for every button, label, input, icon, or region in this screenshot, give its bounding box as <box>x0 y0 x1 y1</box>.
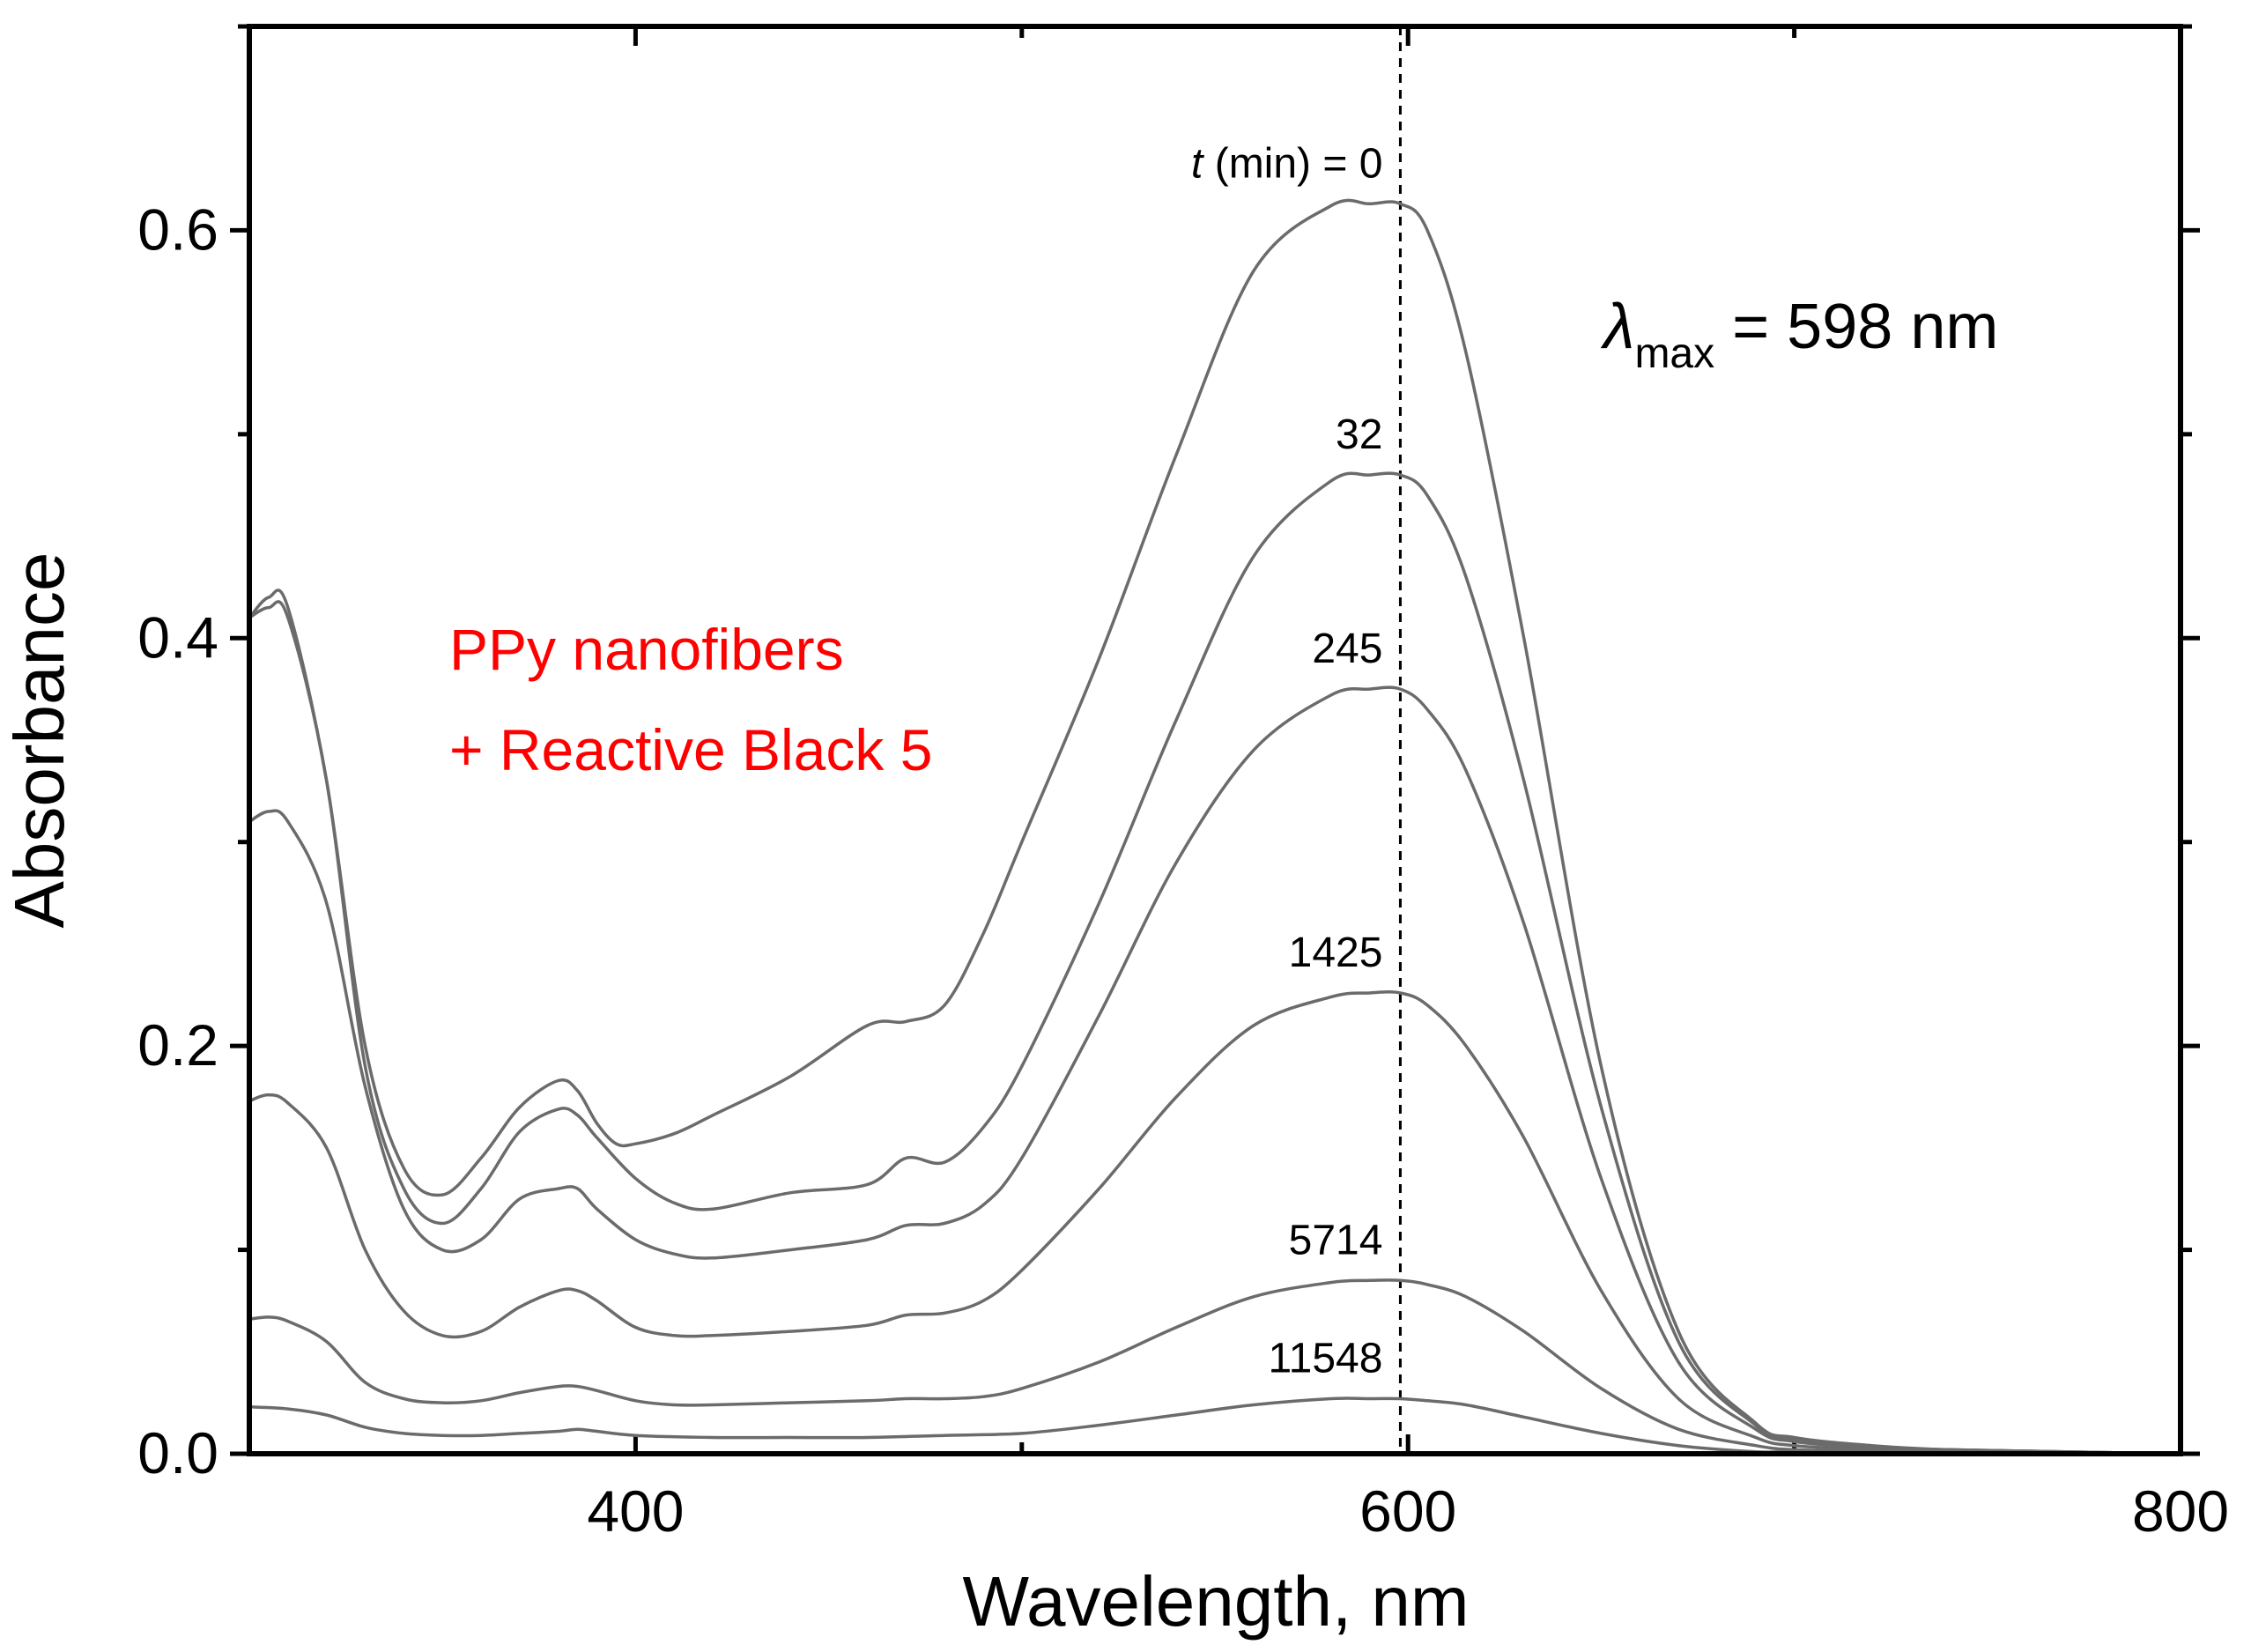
curve-label-t-245: 245 <box>1312 626 1382 672</box>
spectrum-curve-t-32 <box>248 471 2181 1456</box>
y-tick-label: 0.6 <box>137 196 218 262</box>
y-tick-label: 0.2 <box>137 1012 218 1078</box>
curve-label-text: (min) = 0 <box>1203 140 1382 187</box>
legend-line-2: + Reactive Black 5 <box>449 717 932 782</box>
y-tick-label: 0.0 <box>137 1420 218 1485</box>
lambda-subscript: max <box>1634 330 1714 377</box>
spectrum-curve-t-5714 <box>248 1278 2181 1456</box>
y-axis-title: Absorbance <box>0 552 78 929</box>
plot-frame <box>247 24 2183 1456</box>
legend-line-1: PPy nanofibers <box>449 617 844 682</box>
curve-labels: t (min) = 0 32 245 1425 5714 11548 <box>1191 140 1382 1382</box>
y-tick-label: 0.4 <box>137 604 218 670</box>
lambda-value: = 598 nm <box>1714 292 1998 362</box>
tick-labels: 400 600 800 0.0 0.2 0.4 0.6 <box>137 196 2229 1544</box>
legend-annotation: PPy nanofibers + Reactive Black 5 <box>449 617 932 782</box>
curve-label-t-1425: 1425 <box>1289 930 1383 976</box>
lambda-symbol: λ <box>1600 292 1634 362</box>
lambda-max-annotation: λmax = 598 nm <box>1600 292 1998 377</box>
spectrum-curve-t-0 <box>248 198 2181 1456</box>
x-tick-label: 400 <box>587 1478 684 1544</box>
spectrum-curve-t-245 <box>248 685 2181 1456</box>
spectrum-curve-t-1425 <box>248 990 2181 1456</box>
x-tick-label: 800 <box>2132 1478 2229 1544</box>
spectra-curves <box>248 198 2181 1456</box>
curve-label-prefix: t <box>1191 140 1204 187</box>
curve-label-t-0: t (min) = 0 <box>1191 140 1382 187</box>
x-tick-label: 600 <box>1359 1478 1456 1544</box>
curve-label-t-11548: 11548 <box>1269 1336 1383 1382</box>
x-axis-title: Wavelength, nm <box>962 1562 1469 1641</box>
curve-label-t-5714: 5714 <box>1289 1217 1383 1263</box>
curve-label-t-32: 32 <box>1336 411 1382 458</box>
